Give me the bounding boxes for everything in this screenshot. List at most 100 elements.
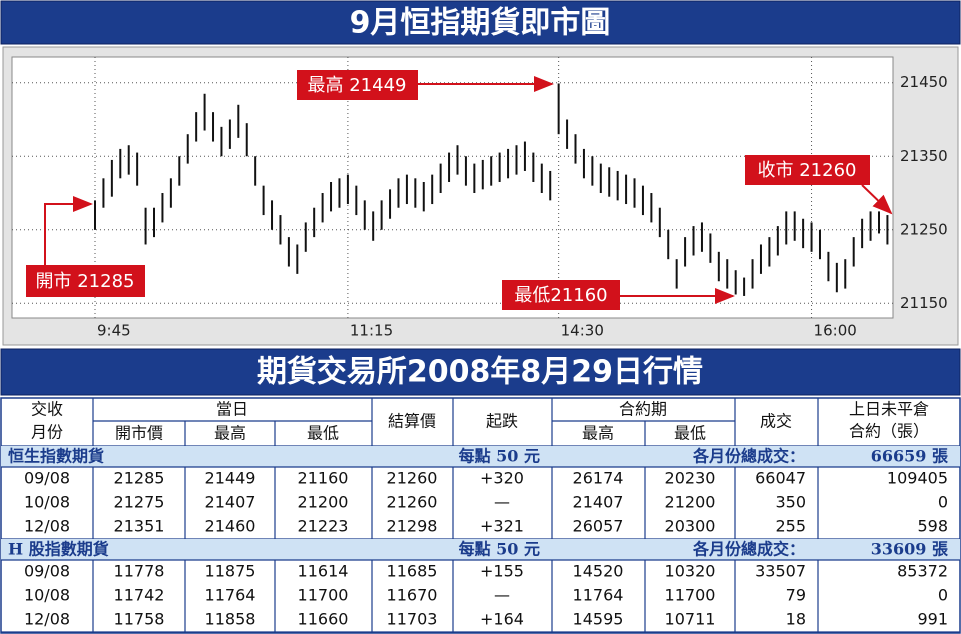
table-cell: 18: [786, 610, 806, 629]
table-cell: 11700: [665, 586, 716, 605]
annotation: 最高 21449: [308, 75, 407, 96]
table-cell: +321: [480, 517, 524, 536]
annotations: 最高 21449 開市 21285 收市 21260 最低21160: [26, 70, 893, 310]
table-cell: 79: [786, 586, 806, 605]
table-cell: 21223: [298, 517, 349, 536]
table-cell: 10/08: [24, 586, 70, 605]
table-cell: 21200: [298, 493, 349, 512]
x-tick-label: 11:15: [350, 322, 393, 340]
plot-area: [11, 56, 894, 319]
table-cell: 11660: [298, 610, 349, 629]
section-unit: 每點 50 元: [459, 447, 540, 466]
table-cell: 21449: [205, 469, 256, 488]
table-cell: +320: [480, 469, 524, 488]
header-cell: 合約期: [619, 400, 667, 419]
table-cell: 350: [775, 493, 806, 512]
section-row: [1, 539, 960, 560]
annotation-box: [297, 70, 418, 100]
table-cell: 21298: [387, 517, 438, 536]
table-cell: 21351: [114, 517, 165, 536]
table-cell: 21407: [205, 493, 256, 512]
table-cell: 21260: [387, 493, 438, 512]
section-total-label: 各月份總成交：: [692, 447, 805, 466]
table-cell: +155: [480, 562, 524, 581]
table-cell: 11670: [387, 586, 438, 605]
section-title: 恒生指數期貨: [8, 447, 104, 466]
section-title: H 股指數期貨: [8, 540, 109, 559]
table-cell: 09/08: [24, 469, 70, 488]
header-cell: 結算價: [388, 412, 436, 431]
table-cell: 11758: [114, 610, 165, 629]
table-cell: —: [494, 493, 510, 512]
chart-title: 9月恒指期貨即市圖: [350, 6, 611, 41]
x-tick-label: 9:45: [97, 322, 131, 340]
header-cell: 成交: [760, 412, 792, 431]
table-cell: 09/08: [24, 562, 70, 581]
section-total: 33609 張: [871, 540, 949, 559]
table-cell: 20300: [665, 517, 716, 536]
table-title: 期貨交易所2008年8月29日行情: [257, 355, 703, 390]
table-cell: 33507: [755, 562, 806, 581]
table-cell: 11685: [387, 562, 438, 581]
table-cell: 109405: [887, 469, 948, 488]
header-cell: 開市價: [115, 424, 163, 443]
table-cell: +164: [480, 610, 524, 629]
table-cell: 11778: [114, 562, 165, 581]
header-cell: 當日: [216, 400, 248, 419]
header-cell: 上日未平倉: [849, 400, 929, 419]
header-cell: 最高: [214, 424, 246, 443]
header-cell: 最高: [582, 424, 614, 443]
table-cell: 10320: [665, 562, 716, 581]
table-cell: 991: [917, 610, 948, 629]
annotation: 最低21160: [514, 285, 607, 306]
header-cell: 起跌: [486, 412, 518, 431]
table-frame: [0, 397, 961, 634]
annotation-box: [502, 280, 620, 310]
table-cell: 11764: [573, 586, 624, 605]
header-cell: 交收: [31, 400, 63, 419]
section-row: [1, 446, 960, 467]
table-cell: 21407: [573, 493, 624, 512]
section-total: 66659 張: [871, 447, 949, 466]
table-cell: 66047: [755, 469, 806, 488]
table-cell: —: [494, 586, 510, 605]
x-tick-label: 14:30: [561, 322, 604, 340]
section-unit: 每點 50 元: [459, 540, 540, 559]
table-cell: 255: [775, 517, 806, 536]
table-cell: 85372: [897, 562, 948, 581]
table-cell: 14595: [573, 610, 624, 629]
header-cell: 最低: [674, 424, 706, 443]
table-cell: 21275: [114, 493, 165, 512]
table-cell: 26174: [573, 469, 624, 488]
table-cell: 11875: [205, 562, 256, 581]
table-cell: 20230: [665, 469, 716, 488]
table-banner: [0, 348, 961, 396]
title-banner: [0, 0, 961, 45]
plot: 21150 21250 21350 21450 9:45 11:15 14:30 16:00: [12, 57, 948, 340]
x-tick-label: 16:00: [814, 322, 857, 340]
table-cell: 12/08: [24, 610, 70, 629]
table-cell: 21260: [387, 469, 438, 488]
table-cell: 12/08: [24, 517, 70, 536]
header-cell: 合約（張）: [849, 422, 929, 441]
table-cell: 21200: [665, 493, 716, 512]
y-tick-label: 21250: [900, 220, 948, 238]
header-cell: 最低: [307, 424, 339, 443]
annotation: 收市 21260: [758, 160, 857, 181]
table-cell: 21460: [205, 517, 256, 536]
table-cell: 21285: [114, 469, 165, 488]
table-cell: 598: [917, 517, 948, 536]
annotation: 開市 21285: [36, 271, 135, 292]
table-cell: 14520: [573, 562, 624, 581]
table-cell: 11764: [205, 586, 256, 605]
header-cell: 月份: [31, 423, 63, 442]
annotation-box: [26, 265, 145, 297]
y-tick-label: 21150: [900, 294, 948, 312]
table-cell: 11742: [114, 586, 165, 605]
arrow: [44, 196, 93, 265]
table-cell: 11614: [298, 562, 349, 581]
y-tick-label: 21350: [900, 147, 948, 165]
y-tick-label: 21450: [900, 73, 948, 91]
